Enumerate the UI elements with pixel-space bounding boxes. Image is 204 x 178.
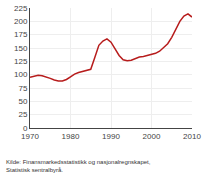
svg-text:2000: 2000 [143, 132, 161, 141]
svg-text:75: 75 [18, 84, 27, 93]
svg-text:150: 150 [14, 44, 28, 53]
svg-text:200: 200 [14, 17, 28, 26]
svg-text:125: 125 [14, 57, 28, 66]
svg-text:0: 0 [23, 124, 28, 133]
svg-text:225: 225 [14, 4, 28, 13]
svg-text:1980: 1980 [62, 132, 80, 141]
svg-text:175: 175 [14, 30, 28, 39]
svg-text:1990: 1990 [102, 132, 120, 141]
svg-text:25: 25 [18, 110, 27, 119]
svg-text:100: 100 [14, 70, 28, 79]
svg-text:2010: 2010 [183, 132, 201, 141]
svg-text:Kilde: Finansmarkedsstatistikk: Kilde: Finansmarkedsstatistikk og nasjon… [6, 159, 151, 173]
svg-text:50: 50 [18, 97, 27, 106]
svg-text:1970: 1970 [21, 132, 39, 141]
